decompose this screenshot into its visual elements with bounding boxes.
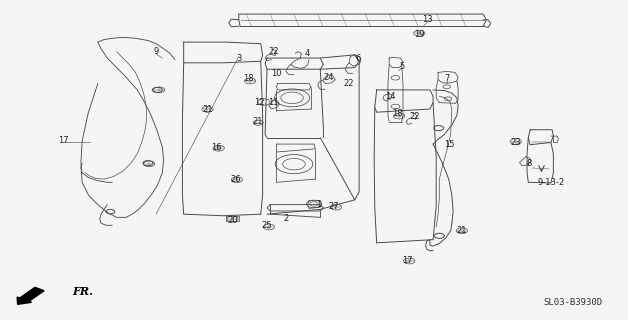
- Text: 19: 19: [414, 30, 425, 39]
- Text: 20: 20: [227, 216, 238, 225]
- Text: 6: 6: [355, 53, 360, 62]
- Text: 22: 22: [268, 47, 279, 56]
- Text: 12: 12: [254, 98, 265, 107]
- Text: 25: 25: [262, 221, 273, 230]
- Text: 2: 2: [283, 214, 288, 223]
- Text: 13: 13: [422, 15, 433, 24]
- Text: 21: 21: [202, 105, 213, 114]
- Text: 27: 27: [328, 202, 339, 211]
- Text: 3: 3: [236, 53, 242, 62]
- Text: 16: 16: [212, 143, 222, 152]
- Text: 7: 7: [445, 74, 450, 83]
- Text: 18: 18: [243, 74, 254, 83]
- Text: 4: 4: [305, 49, 310, 58]
- Text: 21: 21: [252, 117, 263, 126]
- Text: 24: 24: [324, 73, 334, 82]
- Text: 26: 26: [230, 175, 241, 184]
- Text: 8: 8: [526, 159, 532, 168]
- Text: FR.: FR.: [73, 286, 94, 297]
- Text: 14: 14: [385, 92, 396, 101]
- Text: 9-13-2: 9-13-2: [538, 178, 565, 187]
- Text: 23: 23: [511, 138, 521, 147]
- Text: 1: 1: [317, 200, 322, 209]
- Text: 15: 15: [444, 140, 455, 148]
- Text: 5: 5: [399, 61, 404, 70]
- FancyArrow shape: [17, 287, 44, 304]
- Text: 17: 17: [58, 136, 68, 145]
- Text: 22: 22: [409, 113, 420, 122]
- Text: 18: 18: [392, 109, 403, 118]
- Text: 11: 11: [268, 98, 279, 107]
- Text: SL03-B3930D: SL03-B3930D: [543, 298, 602, 307]
- Text: 21: 21: [456, 226, 467, 235]
- Text: 10: 10: [271, 69, 281, 78]
- Text: 9: 9: [153, 47, 159, 56]
- Text: 17: 17: [402, 256, 413, 265]
- Text: 22: 22: [344, 79, 354, 88]
